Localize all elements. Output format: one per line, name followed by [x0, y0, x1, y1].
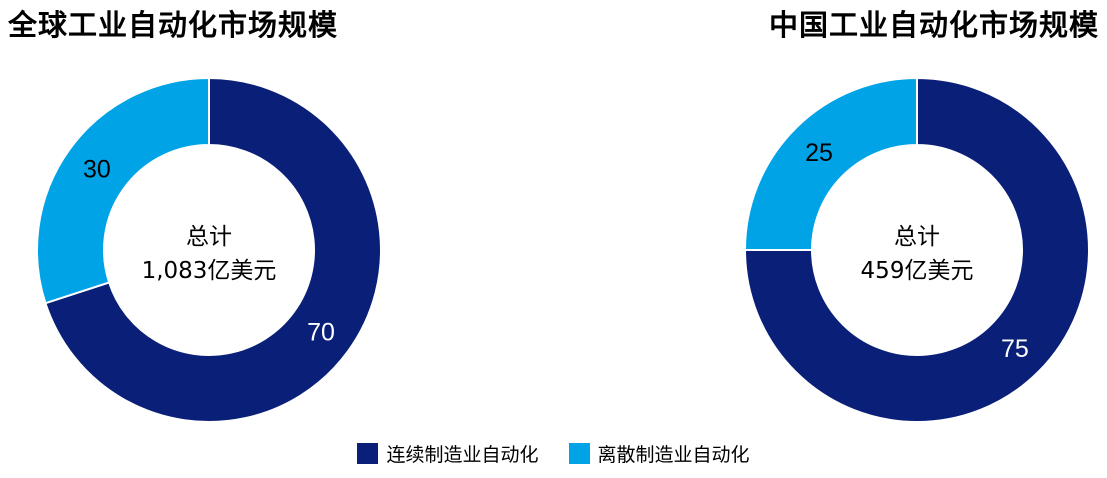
donut-label-china-0: 75: [1001, 335, 1029, 363]
center-value-china: 459亿美元: [861, 258, 974, 284]
legend-item-continuous: 连续制造业自动化: [357, 440, 539, 467]
legend-label-continuous: 连续制造业自动化: [386, 444, 539, 466]
legend-swatch-discrete: [568, 443, 590, 464]
chart-title-china: 中国工业自动化市场规模: [768, 8, 1099, 42]
center-label-china: 总计: [894, 224, 940, 250]
legend-item-discrete: 离散制造业自动化: [568, 440, 750, 467]
center-value-global: 1,083亿美元: [142, 258, 277, 284]
legend-label-discrete: 离散制造业自动化: [597, 444, 750, 466]
legend-swatch-continuous: [357, 443, 379, 464]
donut-slice-global-1: [36, 76, 210, 305]
donut-slice-china-1: [743, 76, 918, 251]
donut-label-china-1: 25: [805, 139, 833, 167]
donut-slice-global-0: [44, 76, 382, 423]
center-label-global: 总计: [186, 224, 232, 250]
donut-label-global-0: 70: [307, 318, 335, 346]
donut-slice-china-0: [743, 76, 1090, 423]
donut-label-global-1: 30: [83, 156, 111, 184]
chart-title-global: 全球工业自动化市场规模: [8, 8, 339, 42]
legend: 连续制造业自动化 离散制造业自动化: [0, 440, 1107, 467]
